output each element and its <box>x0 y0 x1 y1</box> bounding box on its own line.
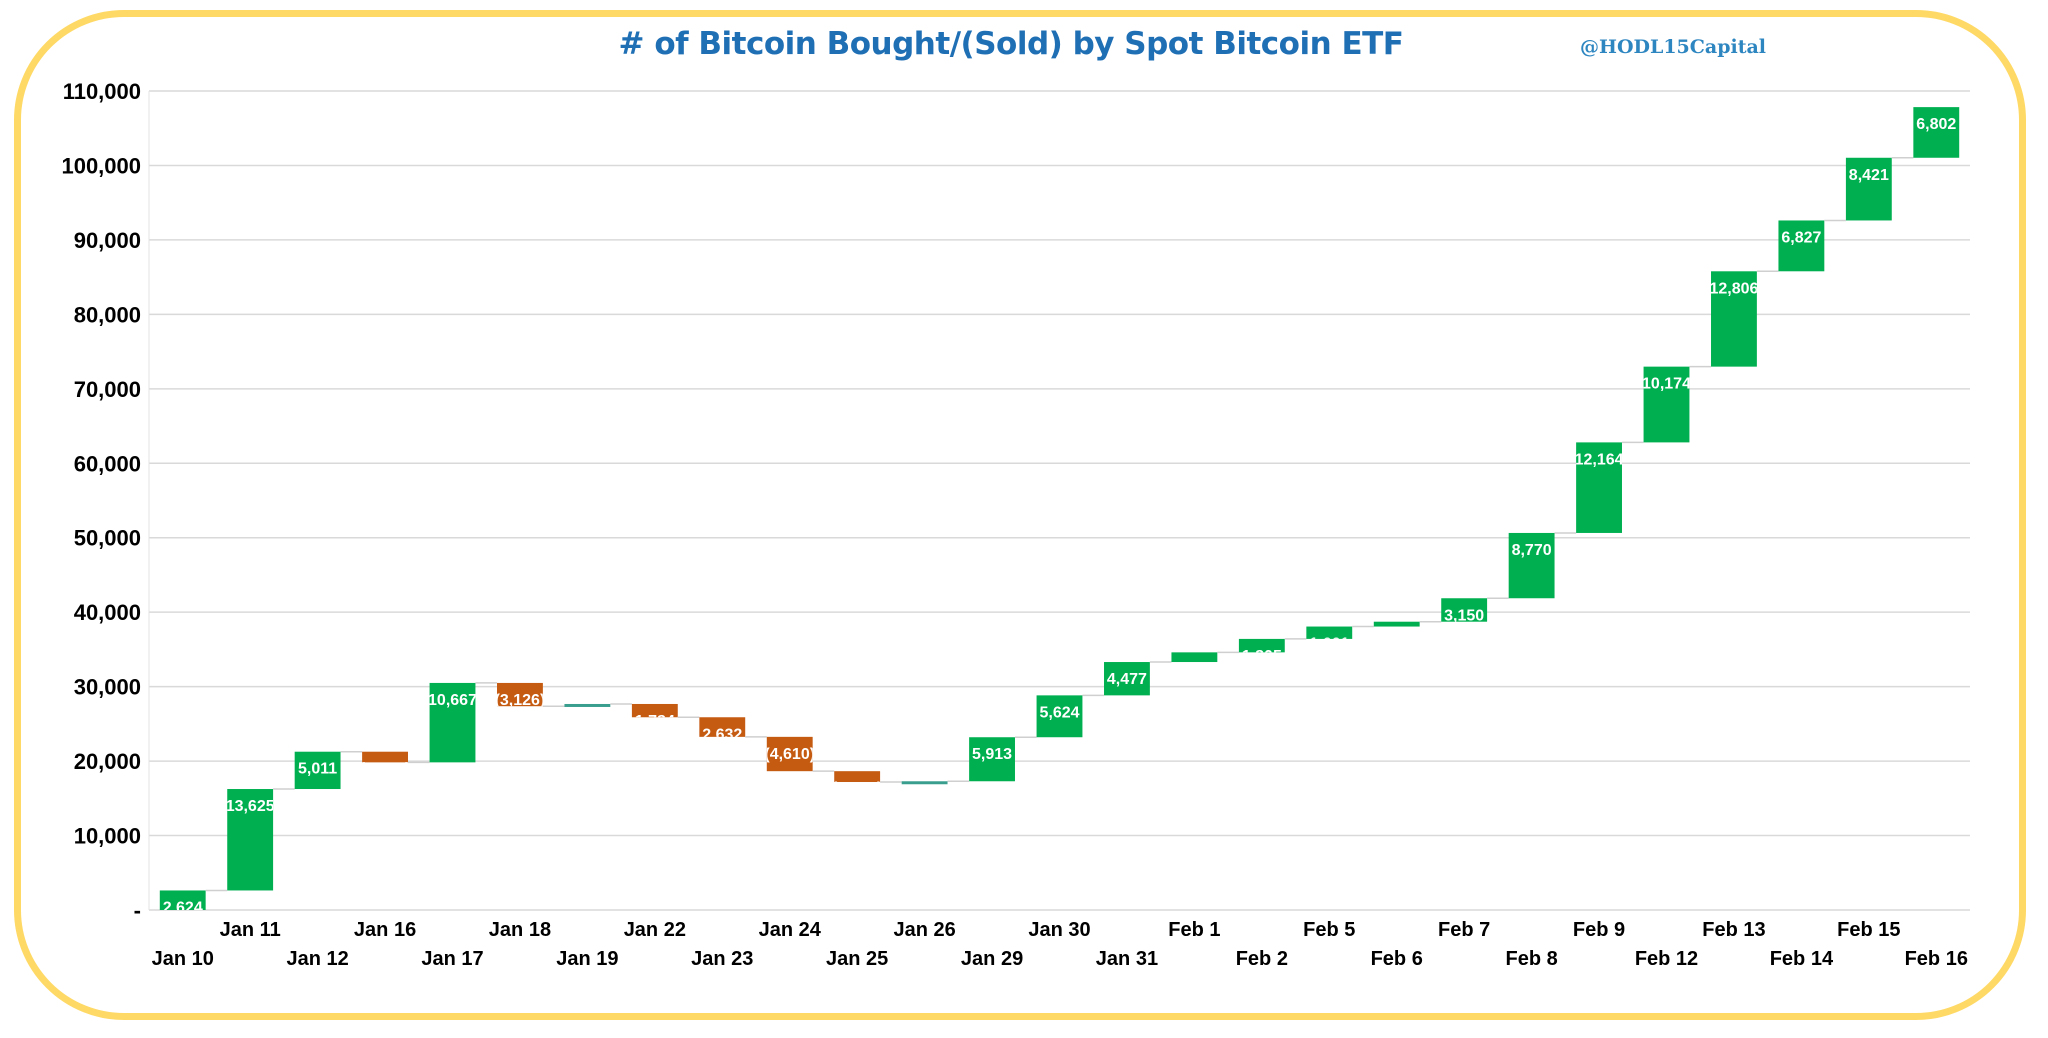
bar-jan-25 <box>834 771 881 783</box>
x-tick-label: Feb 7 <box>1438 919 1490 941</box>
x-tick-label: Feb 9 <box>1573 919 1625 941</box>
bar-jan-30 <box>1036 695 1083 738</box>
x-tick-label: Jan 12 <box>286 948 348 970</box>
x-tick-label: Feb 15 <box>1837 919 1900 941</box>
x-tick-label: Jan 30 <box>1028 919 1090 941</box>
bar-feb-9 <box>1576 442 1622 533</box>
data-label: (3,126) <box>495 692 546 709</box>
x-tick-label: Jan 11 <box>220 919 281 941</box>
x-tick-label: Feb 6 <box>1371 948 1423 970</box>
data-label: 8,421 <box>1849 167 1889 184</box>
bar-feb-1 <box>1171 652 1218 663</box>
bar-jan-19 <box>564 703 611 707</box>
data-label: 6,827 <box>1781 229 1821 246</box>
data-label: 10,667 <box>428 692 477 709</box>
x-tick-label: Jan 26 <box>893 919 955 941</box>
bar-jan-31 <box>1104 662 1150 696</box>
x-tick-label: Jan 16 <box>354 919 416 941</box>
data-label: 5,624 <box>1039 704 1079 721</box>
data-label: (1,430) <box>360 761 411 778</box>
x-tick-label: Jan 24 <box>759 919 822 941</box>
bar-feb-7 <box>1441 598 1488 622</box>
x-tick-label: Jan 10 <box>152 948 214 970</box>
x-tick-label: Jan 25 <box>826 948 888 970</box>
x-tick-label: Feb 5 <box>1303 919 1355 941</box>
bar-feb-5 <box>1306 626 1353 639</box>
data-label: 2,624 <box>163 899 203 916</box>
x-tick-label: Jan 19 <box>556 948 618 970</box>
data-label: 1,805 <box>1242 648 1282 665</box>
bar-jan-17 <box>429 682 476 763</box>
y-tick-label: 40,000 <box>74 600 141 625</box>
x-tick-label: Jan 22 <box>624 919 686 941</box>
data-label: 3,150 <box>1444 607 1484 624</box>
data-label: 1,300 <box>1174 661 1214 678</box>
y-tick-label: 30,000 <box>74 675 141 700</box>
bar-jan-23 <box>699 717 746 737</box>
y-tick-label: 110,000 <box>63 79 141 104</box>
x-tick-label: Jan 18 <box>489 919 551 941</box>
y-tick-label: 90,000 <box>74 228 141 253</box>
data-label: 12,806 <box>1709 280 1758 297</box>
x-tick-label: Jan 29 <box>961 948 1023 970</box>
y-tick-label: 60,000 <box>74 451 141 476</box>
data-label: 12,164 <box>1575 451 1624 468</box>
y-tick-label: 50,000 <box>74 526 141 551</box>
x-tick-label: Feb 16 <box>1905 948 1968 970</box>
watermark: @HODL15Capital <box>1580 36 1767 58</box>
data-label: 6,802 <box>1916 116 1956 133</box>
bar-jan-10 <box>159 890 206 910</box>
y-tick-label: 10,000 <box>74 824 141 849</box>
x-tick-label: Jan 23 <box>691 948 753 970</box>
bar-feb-13 <box>1711 271 1757 367</box>
y-tick-label: 100,000 <box>61 153 141 178</box>
y-tick-label: - <box>134 898 141 923</box>
y-tick-label: 80,000 <box>74 302 141 327</box>
bar-jan-26 <box>901 781 948 785</box>
data-label: 4,477 <box>1107 671 1147 688</box>
data-label: 5,011 <box>298 761 337 778</box>
y-tick-label: 20,000 <box>74 749 141 774</box>
bar-feb-2 <box>1238 638 1285 653</box>
bar-feb-6 <box>1373 621 1420 627</box>
x-tick-label: Feb 1 <box>1168 919 1220 941</box>
data-label: 13,625 <box>226 798 275 815</box>
data-label: 650 <box>1383 631 1410 648</box>
data-label: 8,770 <box>1512 542 1552 559</box>
data-label: (4,610) <box>764 746 815 763</box>
y-tick-label: 70,000 <box>74 377 141 402</box>
bar-jan-12 <box>294 751 341 790</box>
chart-title: # of Bitcoin Bought/(Sold) by Spot Bitco… <box>618 26 1404 62</box>
x-tick-label: Jan 31 <box>1096 948 1158 970</box>
bar-feb-15 <box>1845 157 1892 221</box>
bar-jan-22 <box>631 703 678 718</box>
x-tick-label: Feb 2 <box>1236 948 1288 970</box>
chart-border <box>14 10 2026 1020</box>
bar-feb-12 <box>1643 366 1690 443</box>
bar-jan-18 <box>497 682 543 707</box>
bar-feb-16 <box>1913 107 1960 158</box>
x-tick-label: Jan 17 <box>421 948 483 970</box>
data-label: (1,454) <box>832 780 883 797</box>
bar-jan-11 <box>227 789 274 891</box>
x-tick-label: Feb 12 <box>1635 948 1698 970</box>
x-tick-label: Feb 13 <box>1702 919 1765 941</box>
bar-feb-8 <box>1508 532 1555 599</box>
data-label: 1,784 <box>635 713 675 730</box>
data-label: 10,174 <box>1642 376 1691 393</box>
bar-jan-24 <box>766 736 813 772</box>
data-label: 1,661 <box>1309 636 1349 653</box>
bar-feb-14 <box>1778 220 1825 272</box>
bar-jan-29 <box>969 737 1015 782</box>
x-tick-label: Feb 14 <box>1770 948 1834 970</box>
bar-jan-16 <box>362 751 408 763</box>
data-label: 2,632 <box>702 726 742 743</box>
x-tick-label: Feb 8 <box>1505 948 1557 970</box>
data-label: 5,913 <box>972 746 1012 763</box>
